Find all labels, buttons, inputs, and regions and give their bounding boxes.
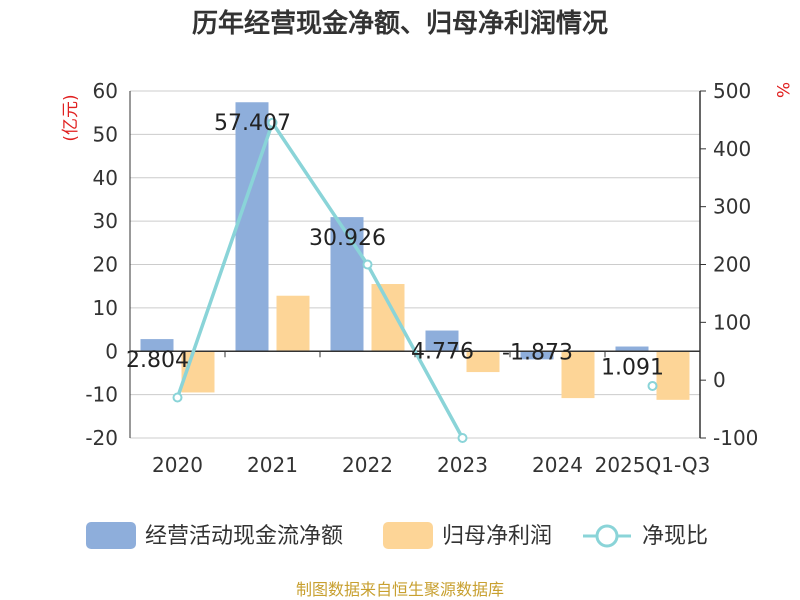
y-left-tick-label: 40 xyxy=(93,166,118,190)
legend-label-operating-cashflow: 经营活动现金流净额 xyxy=(145,524,343,549)
y-right-tick-label: 0 xyxy=(713,368,726,392)
y-right-tick-label: -100 xyxy=(713,426,758,450)
y-right-tick-label: 200 xyxy=(713,253,751,277)
bar-2022-s1 xyxy=(371,284,405,352)
x-tick-label-2021: 2021 xyxy=(247,453,298,477)
line-point-2020 xyxy=(172,392,183,403)
y-left-tick-label: 60 xyxy=(93,79,118,103)
x-tick-label-2025q1-q3: 2025Q1-Q3 xyxy=(595,453,711,477)
left-axis-unit: (亿元) xyxy=(61,94,81,141)
legend-label-cash-ratio: 净现比 xyxy=(642,524,708,549)
data-source-note: 制图数据来自恒生聚源数据库 xyxy=(296,580,504,599)
y-left-tick-label: 50 xyxy=(93,122,118,146)
line-point-2025q1-q3 xyxy=(647,380,658,391)
bars xyxy=(140,102,690,400)
bar-2021-s0 xyxy=(235,102,269,352)
y-right-tick-label: 100 xyxy=(713,310,751,334)
x-tick-label-2023: 2023 xyxy=(437,453,488,477)
bar-2022-s0 xyxy=(330,217,364,352)
line-point-2022 xyxy=(362,259,373,270)
x-tick-label-2022: 2022 xyxy=(342,453,393,477)
bar-value-label-2020: 2.804 xyxy=(126,348,189,373)
axes: -20-100102030405060-10001002003004005002… xyxy=(85,79,758,477)
bar-2025q1-q3-s0 xyxy=(615,346,649,352)
bar-2024-s0 xyxy=(520,351,554,360)
bar-value-label-2025q1-q3: 1.091 xyxy=(601,356,664,381)
y-right-tick-label: 500 xyxy=(713,79,751,103)
grid-lines xyxy=(130,90,700,439)
y-left-tick-label: 20 xyxy=(93,253,118,277)
y-left-tick-label: 10 xyxy=(93,296,118,320)
line-series xyxy=(172,117,658,443)
y-left-tick-label: -20 xyxy=(85,426,118,450)
bar-2020-s0 xyxy=(140,339,174,352)
bar-2023-s0 xyxy=(425,330,459,352)
legend-swatch-operating-cashflow xyxy=(86,522,136,549)
bar-2024-s1 xyxy=(561,351,595,399)
bar-value-label-2024: -1.873 xyxy=(502,340,573,365)
legend-marker-cash-ratio xyxy=(595,524,619,548)
y-left-tick-label: 30 xyxy=(93,209,118,233)
bar-value-label-2023: 4.776 xyxy=(411,340,474,365)
right-axis-unit: % xyxy=(772,82,792,98)
bar-value-label-2022: 30.926 xyxy=(309,226,386,251)
y-right-tick-label: 400 xyxy=(713,137,751,161)
y-right-tick-label: 300 xyxy=(713,195,751,219)
bar-2025q1-q3-s1 xyxy=(656,351,690,400)
line-series-path xyxy=(175,118,465,439)
chart-title: 历年经营现金净额、归母净利润情况 xyxy=(192,8,608,39)
y-left-tick-label: 0 xyxy=(105,339,118,363)
bar-2023-s1 xyxy=(466,351,500,373)
legend-label-net-profit: 归母净利润 xyxy=(442,524,552,549)
x-tick-label-2024: 2024 xyxy=(532,453,583,477)
data-labels: 2.804 57.407 30.926 4.776 -1.873 1.091 xyxy=(126,111,664,380)
x-tick-label-2020: 2020 xyxy=(152,453,203,477)
legend-swatch-net-profit xyxy=(383,522,433,549)
line-point-2021 xyxy=(267,117,278,128)
bar-2021-s1 xyxy=(276,295,310,352)
legend: 经营活动现金流净额 归母净利润 净现比 xyxy=(86,522,708,549)
y-left-tick-label: -10 xyxy=(85,383,118,407)
bar-value-label-2021: 57.407 xyxy=(214,111,291,136)
line-point-2023 xyxy=(457,433,468,443)
